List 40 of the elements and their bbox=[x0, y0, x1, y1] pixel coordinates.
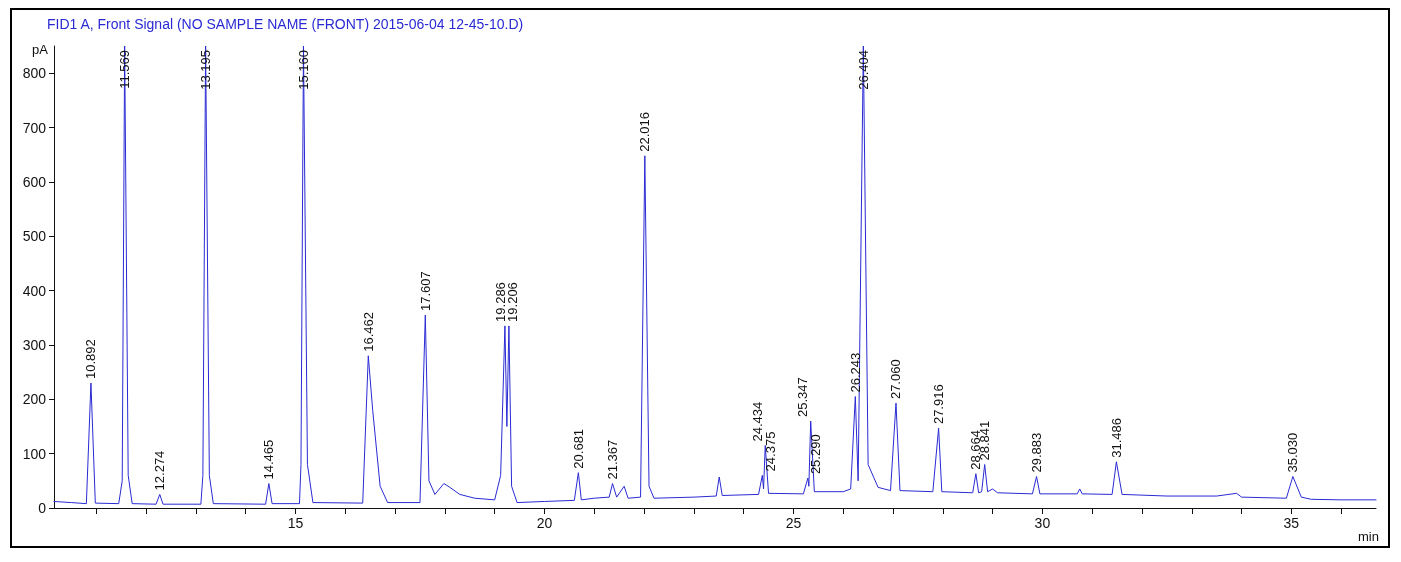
annotation: 15.160 bbox=[295, 50, 311, 90]
y-tick-label: 600 bbox=[22, 173, 47, 190]
annotation: 27.916 bbox=[931, 384, 947, 425]
annotation: 14.465 bbox=[261, 439, 277, 480]
annotation: 21.367 bbox=[605, 439, 621, 480]
annotation: 17.607 bbox=[417, 271, 433, 312]
annotation: 24.375 bbox=[762, 431, 778, 472]
x-tick-label: 20 bbox=[536, 515, 553, 531]
y-tick-label: 500 bbox=[22, 228, 47, 245]
y-tick-label: 300 bbox=[22, 336, 47, 353]
annotation: 27.060 bbox=[888, 359, 904, 400]
annotation: 10.892 bbox=[83, 339, 99, 379]
chart-title: FID1 A, Front Signal (NO SAMPLE NAME (FRONT) 2015-06-04 12-45-10.D) bbox=[47, 16, 524, 32]
y-tick-label: 800 bbox=[22, 65, 47, 82]
annotation: 26.404 bbox=[855, 50, 871, 90]
annotation: 11.569 bbox=[117, 50, 133, 89]
y-tick-label: 400 bbox=[22, 282, 47, 299]
y-tick-label: 700 bbox=[22, 119, 47, 136]
x-tick-label: 15 bbox=[287, 515, 304, 531]
x-tick-label: 30 bbox=[1034, 515, 1051, 531]
annotation: 26.243 bbox=[847, 352, 863, 393]
annotation: 31.486 bbox=[1108, 418, 1124, 458]
annotation: 12.274 bbox=[152, 450, 168, 491]
annotation: 24.434 bbox=[749, 401, 765, 442]
y-tick-label: 200 bbox=[22, 391, 47, 408]
y-tick-label: 100 bbox=[22, 445, 47, 462]
annotation: 22.016 bbox=[637, 112, 653, 152]
annotation: 25.290 bbox=[808, 434, 824, 475]
annotation: 13.195 bbox=[198, 50, 214, 90]
y-tick-label: 0 bbox=[38, 500, 47, 516]
x-axis-title: min bbox=[1358, 529, 1379, 544]
line-series bbox=[53, 45, 1377, 505]
y-axis-title: pA bbox=[32, 42, 49, 57]
annotation: 20.681 bbox=[570, 428, 586, 469]
x-tick-label: 35 bbox=[1283, 515, 1300, 531]
annotation: 35.030 bbox=[1285, 432, 1301, 473]
annotation: 29.883 bbox=[1029, 432, 1045, 473]
annotation: 25.347 bbox=[795, 377, 811, 418]
x-tick-label: 25 bbox=[785, 515, 802, 531]
annotation: 16.462 bbox=[360, 312, 376, 352]
